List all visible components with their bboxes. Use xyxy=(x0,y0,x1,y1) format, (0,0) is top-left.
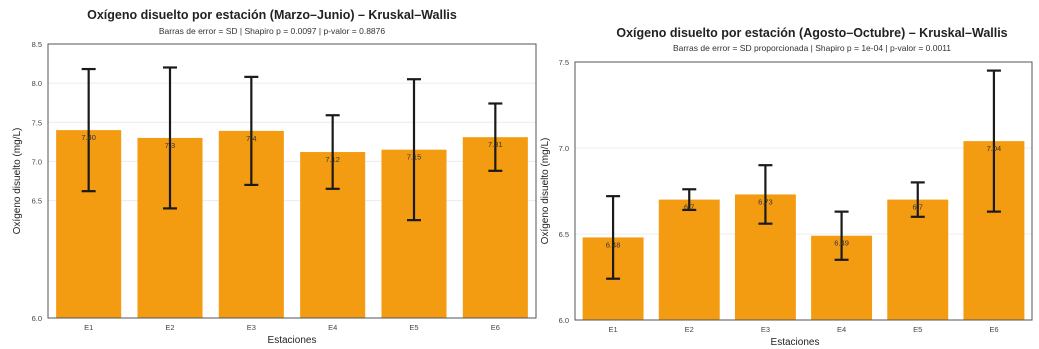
data-label-e1: 7.40 xyxy=(81,133,96,142)
y-tick-label: 6.0 xyxy=(559,316,569,325)
chart-title: Oxígeno disuelto por estación (Agosto–Oc… xyxy=(616,26,1007,40)
y-tick-label: 7.0 xyxy=(32,157,42,166)
chart-panel-marzo-junio: Oxígeno disuelto por estación (Marzo–Jun… xyxy=(12,8,537,346)
plot-frame xyxy=(47,43,537,319)
y-tick-label: 8.5 xyxy=(32,40,42,49)
data-label-e1: 6.48 xyxy=(606,240,621,249)
x-tick-label: E4 xyxy=(328,323,337,332)
data-label-e3: 6.73 xyxy=(758,197,773,206)
chart-subtitle: Barras de error = SD | Shapiro p = 0.009… xyxy=(159,26,386,36)
data-label-e2: 7.3 xyxy=(165,141,175,150)
error-bar-e4 xyxy=(834,210,849,261)
chart-panel-agosto-octubre: Oxígeno disuelto por estación (Agosto–Oc… xyxy=(540,26,1033,348)
y-tick-label: 6.5 xyxy=(559,230,569,239)
error-bar-e2 xyxy=(682,188,697,212)
x-tick-label: E6 xyxy=(989,325,998,334)
y-tick-label: 7.0 xyxy=(559,144,569,153)
error-bar-e6 xyxy=(488,102,503,172)
data-label-e5: 7.15 xyxy=(407,153,422,162)
bar-e2 xyxy=(658,199,720,320)
x-axis-title: Estaciones xyxy=(268,335,317,346)
data-label-e2: 6.7 xyxy=(684,203,694,212)
y-tick-label: 8.0 xyxy=(32,79,42,88)
error-bar-e4 xyxy=(325,114,340,190)
data-label-e4: 7.12 xyxy=(325,155,340,164)
y-tick-label: 7.5 xyxy=(559,58,569,67)
x-tick-label: E1 xyxy=(84,323,93,332)
x-tick-label: E1 xyxy=(608,325,617,334)
x-tick-label: E5 xyxy=(913,325,922,334)
y-axis-title: Oxígeno disuelto (mg/L) xyxy=(12,128,23,235)
error-bar-e1 xyxy=(81,67,96,193)
y-tick-label: 7.5 xyxy=(32,118,42,127)
error-bar-e3 xyxy=(758,164,773,225)
error-bar-e6 xyxy=(986,69,1001,213)
chart-subtitle: Barras de error = SD proporcionada | Sha… xyxy=(673,43,951,53)
x-tick-label: E2 xyxy=(165,323,174,332)
bar-e5 xyxy=(887,199,949,320)
x-tick-label: E6 xyxy=(491,323,500,332)
data-label-e6: 7.31 xyxy=(488,140,503,149)
y-axis-title: Oxígeno disuelto (mg/L) xyxy=(540,138,551,245)
error-bar-e5 xyxy=(407,78,421,222)
plot-frame xyxy=(574,61,1033,321)
error-bar-e2 xyxy=(163,66,177,210)
x-tick-label: E3 xyxy=(247,323,256,332)
error-bar-e5 xyxy=(910,181,925,218)
chart-title: Oxígeno disuelto por estación (Marzo–Jun… xyxy=(87,8,457,22)
error-bar-e1 xyxy=(606,195,621,280)
x-axis-title: Estaciones xyxy=(771,337,820,348)
data-label-e3: 7.4 xyxy=(246,134,256,143)
x-tick-label: E5 xyxy=(409,323,418,332)
data-label-e5: 6.7 xyxy=(913,203,923,212)
y-tick-label: 6.0 xyxy=(32,314,42,323)
error-bar-e3 xyxy=(244,75,259,187)
y-tick-label: 6.5 xyxy=(32,197,42,206)
x-tick-label: E2 xyxy=(685,325,694,334)
x-tick-label: E3 xyxy=(761,325,770,334)
data-label-e6: 7.04 xyxy=(987,144,1002,153)
x-tick-label: E4 xyxy=(837,325,846,334)
data-label-e4: 6.49 xyxy=(834,239,849,248)
